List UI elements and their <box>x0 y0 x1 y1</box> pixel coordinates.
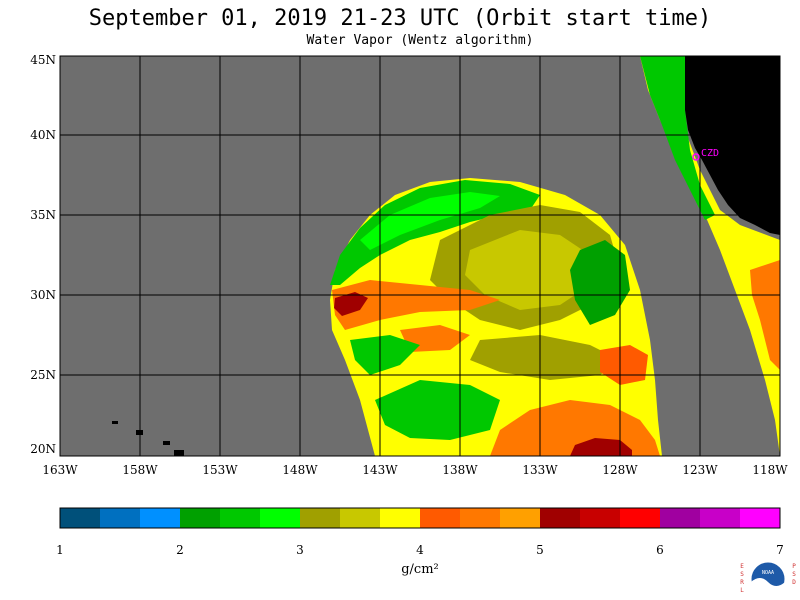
colorbar-swatch <box>660 508 701 528</box>
logo-letter: R <box>740 579 744 586</box>
lat-label: 45N <box>30 53 56 67</box>
colorbar-swatch <box>380 508 421 528</box>
lon-label: 128W <box>602 463 638 477</box>
lon-label: 133W <box>522 463 558 477</box>
lat-label: 35N <box>30 208 56 222</box>
colorbar-tick: 3 <box>296 543 304 557</box>
logo-letter: D <box>792 579 796 586</box>
page-subtitle: Water Vapor (Wentz algorithm) <box>306 33 534 48</box>
lon-label: 143W <box>362 463 398 477</box>
colorbar-swatch <box>500 508 541 528</box>
colorbar-swatch <box>700 508 741 528</box>
lon-label: 153W <box>202 463 238 477</box>
colorbar-units: g/cm² <box>401 562 439 577</box>
logo-letter: P <box>792 563 796 570</box>
colorbar-frame <box>59 507 781 529</box>
map-frame <box>59 55 781 457</box>
colorbar-tick: 5 <box>536 543 544 557</box>
swath-olive-lower <box>470 335 620 380</box>
swath-olive-light <box>465 230 590 310</box>
lat-label: 40N <box>30 128 56 142</box>
colorbar-swatch <box>180 508 221 528</box>
swath-darkred-spot <box>334 292 368 316</box>
swath-orange-streak <box>332 280 500 330</box>
map-grid <box>60 56 780 456</box>
colorbar-swatch <box>100 508 141 528</box>
colorbar-swatch <box>420 508 461 528</box>
island <box>163 441 170 445</box>
land-mass <box>685 56 780 235</box>
colorbar-swatch <box>460 508 501 528</box>
colorbar-swatch <box>540 508 581 528</box>
swath-green-right <box>570 240 630 325</box>
logo-letter: S <box>792 571 796 578</box>
station-marker <box>692 153 700 161</box>
swath-green-lower <box>350 335 420 375</box>
swath-red-bottom <box>570 438 632 456</box>
coastal-orange <box>750 260 780 370</box>
colorbar-tick: 6 <box>656 543 664 557</box>
colorbar-swatch <box>220 508 261 528</box>
lon-label: 118W <box>752 463 788 477</box>
colorbar-tick: 4 <box>416 543 424 557</box>
island <box>112 421 118 424</box>
lon-label: 148W <box>282 463 318 477</box>
station-label: CZD <box>701 148 719 159</box>
colorbar-tick: 1 <box>56 543 64 557</box>
colorbar-swatch <box>140 508 181 528</box>
colorbar-swatch <box>620 508 661 528</box>
lon-label: 138W <box>442 463 478 477</box>
colorbar <box>60 508 781 528</box>
colorbar-tick: 7 <box>776 543 784 557</box>
logo-letter: L <box>740 587 744 594</box>
lat-label: 30N <box>30 288 56 302</box>
colorbar-swatch <box>580 508 621 528</box>
colorbar-swatch <box>300 508 341 528</box>
lon-label: 123W <box>682 463 718 477</box>
colorbar-swatch <box>340 508 381 528</box>
colorbar-swatch <box>60 508 101 528</box>
swath-bright-green <box>360 192 500 250</box>
swath-green-lower-2 <box>375 380 500 440</box>
colorbar-swatch <box>740 508 781 528</box>
logo-letter: E <box>740 563 744 570</box>
colorbar-swatch <box>260 508 301 528</box>
coastal-green <box>640 56 715 220</box>
island <box>174 450 184 456</box>
lon-label: 163W <box>42 463 78 477</box>
page-title: September 01, 2019 21-23 UTC (Orbit star… <box>88 6 712 31</box>
logo-letter: S <box>740 571 744 578</box>
lat-label: 20N <box>30 442 56 456</box>
lat-label: 25N <box>30 368 56 382</box>
swath-green-band <box>330 180 540 285</box>
lon-label: 158W <box>122 463 158 477</box>
colorbar-tick: 2 <box>176 543 184 557</box>
logo-center-text: NOAA <box>762 570 774 576</box>
